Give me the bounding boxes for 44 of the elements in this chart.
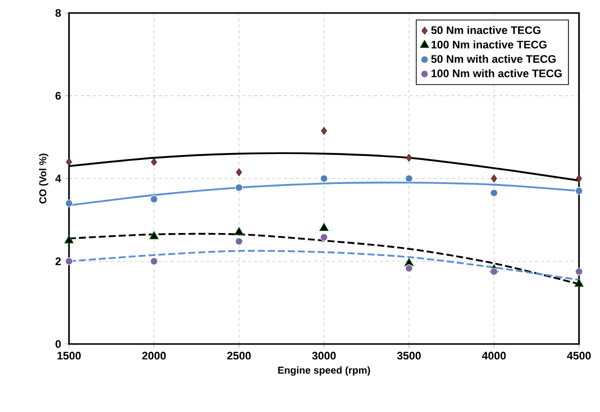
y-tick-label: 4 <box>55 174 62 182</box>
x-tick-label: 3000 <box>312 352 336 360</box>
point <box>149 231 159 240</box>
point <box>405 174 413 182</box>
y-axis-title: CO (Vol %) <box>39 154 48 204</box>
point <box>65 257 73 266</box>
y-tick-label: 8 <box>55 9 61 17</box>
legend-label: 50 Nm inactive TECG <box>431 26 540 34</box>
point <box>64 235 74 244</box>
legend-label: 50 Nm with active TECG <box>431 54 556 63</box>
y-tick-label: 6 <box>56 92 61 100</box>
x-tick-label: 2500 <box>227 352 251 360</box>
point <box>151 158 157 166</box>
point <box>150 257 158 266</box>
point <box>574 278 584 287</box>
point <box>234 227 244 236</box>
y-tick-label: 0 <box>56 340 61 348</box>
point <box>575 187 583 195</box>
point <box>320 233 328 242</box>
x-tick-label: 3500 <box>397 352 421 360</box>
x-tick-label: 1500 <box>58 352 81 360</box>
point <box>320 174 328 182</box>
point <box>319 222 329 231</box>
point <box>66 158 72 166</box>
x-axis-title: Engine speed (rpm) <box>278 366 370 376</box>
point <box>406 154 412 162</box>
x-tick-label: 4500 <box>566 352 591 360</box>
point <box>491 174 497 182</box>
point <box>575 268 583 276</box>
x-tick-label: 2000 <box>142 352 166 360</box>
point <box>321 127 327 135</box>
legend-label: 100 Nm with active TECG <box>432 69 562 78</box>
point <box>490 189 498 197</box>
point <box>236 168 242 176</box>
point <box>150 195 158 204</box>
point <box>235 184 243 192</box>
legend-label: 100 Nm inactive TECG <box>432 40 547 48</box>
x-tick-label: 4000 <box>482 352 506 360</box>
point <box>576 174 582 182</box>
point <box>235 238 243 246</box>
point <box>65 199 73 208</box>
point <box>490 268 498 276</box>
y-tick-label: 2 <box>56 257 61 266</box>
point <box>405 264 413 272</box>
